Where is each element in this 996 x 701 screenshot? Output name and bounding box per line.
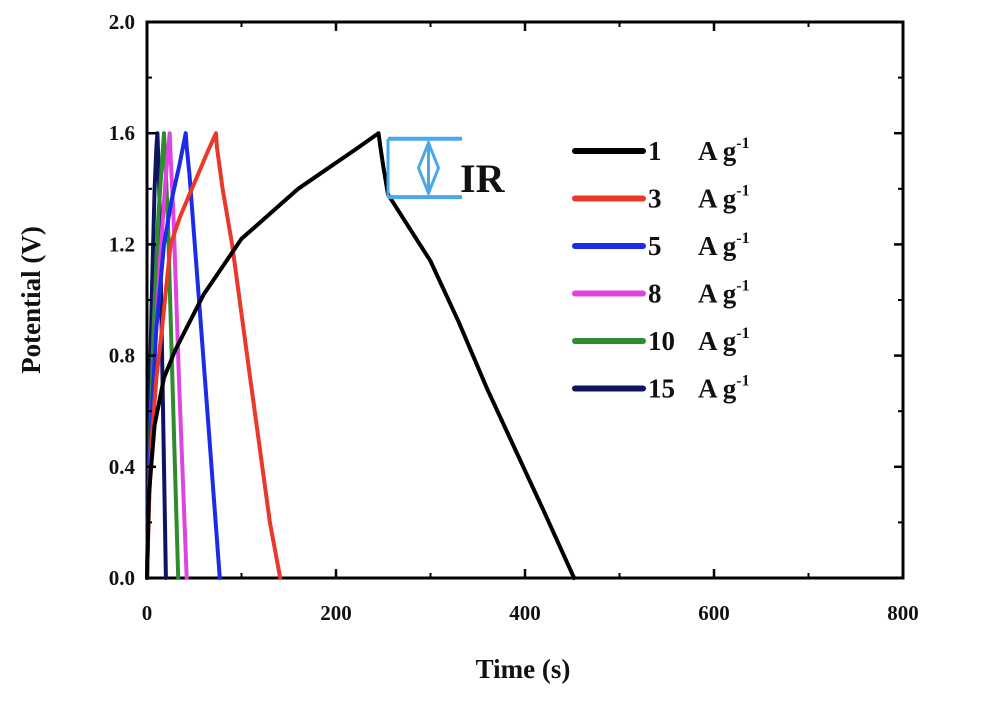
x-tick-label: 0 — [142, 601, 153, 625]
legend-unit: A g — [698, 326, 737, 356]
legend-unit: A g — [698, 374, 737, 404]
x-tick-label: 800 — [887, 601, 919, 625]
legend-unit: A g — [698, 231, 737, 261]
y-axis-title: Potential (V) — [16, 226, 46, 374]
legend-label-8: 8 A g-1 — [648, 278, 750, 309]
y-tick-label: 2.0 — [109, 10, 135, 34]
legend-label-15: 15 A g-1 — [648, 373, 750, 404]
legend-rate: 10 — [648, 326, 675, 356]
x-axis-title: Time (s) — [476, 654, 571, 684]
legend-rate: 5 — [648, 231, 662, 261]
legend-rate: 3 — [648, 184, 662, 214]
series-line-3 — [145, 131, 283, 580]
legend-unit: A g — [698, 184, 737, 214]
legend-label-10: 10 A g-1 — [648, 325, 750, 356]
legend-label-1: 1 A g-1 — [648, 135, 750, 166]
y-tick-label: 1.2 — [109, 232, 135, 256]
series-line-1 — [145, 131, 577, 580]
legend-rate: 8 — [648, 279, 662, 309]
x-tick-label: 400 — [509, 601, 541, 625]
legend-unit-exponent: -1 — [736, 135, 749, 152]
legend-unit-exponent: -1 — [736, 230, 749, 247]
ir-annotation: IR — [386, 136, 506, 201]
legend-unit-exponent: -1 — [736, 183, 749, 200]
legend-unit: A g — [698, 279, 737, 309]
legend-unit-exponent: -1 — [736, 325, 749, 342]
legend-label-5: 5 A g-1 — [648, 230, 750, 261]
y-tick-label: 1.6 — [109, 121, 135, 145]
y-tick-label: 0.0 — [109, 566, 135, 590]
x-tick-label: 200 — [320, 601, 352, 625]
legend-unit: A g — [698, 136, 737, 166]
legend-unit-exponent: -1 — [736, 373, 749, 390]
ir-label: IR — [460, 156, 506, 201]
legend-label-3: 3 A g-1 — [648, 183, 750, 214]
legend-unit-exponent: -1 — [736, 278, 749, 295]
axes-layer: 0 200 400 600 800 0.0 0.4 0.8 1.2 1.6 2.0 — [109, 10, 919, 625]
series-layer — [145, 131, 577, 580]
x-tick-label: 600 — [698, 601, 730, 625]
legend-rate: 1 — [648, 136, 662, 166]
y-tick-label: 0.8 — [109, 344, 135, 368]
plot-border — [145, 20, 905, 580]
y-tick-label: 0.4 — [109, 455, 136, 479]
ir-arrow-icon — [416, 138, 441, 198]
legend-rate: 15 — [648, 374, 675, 404]
plot-frame — [145, 20, 905, 580]
